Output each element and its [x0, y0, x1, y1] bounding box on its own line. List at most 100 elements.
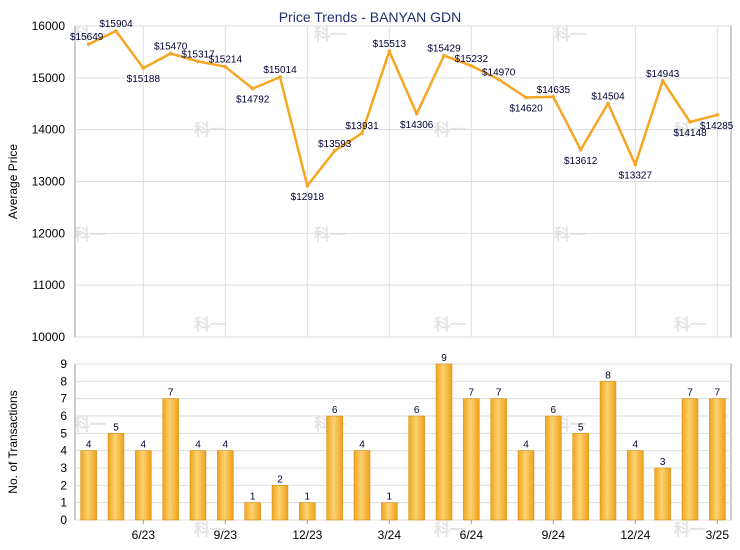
transaction-bar — [408, 415, 425, 521]
x-tick-label: 9/24 — [542, 528, 566, 542]
watermark: 科一 — [194, 520, 226, 539]
price-point — [688, 120, 692, 124]
watermark: 科一 — [74, 415, 106, 434]
transaction-bar — [654, 467, 671, 521]
price-point — [551, 94, 556, 99]
price-data-label: $15470 — [154, 41, 188, 52]
transaction-bar — [490, 398, 507, 521]
x-tick-label: 6/23 — [132, 528, 156, 542]
price-data-label: $13593 — [318, 139, 352, 150]
price-data-label: $12918 — [291, 192, 325, 203]
watermark: 科一 — [434, 520, 466, 539]
transactions-y-tick-label: 6 — [60, 409, 67, 423]
x-tick-label: 12/24 — [620, 528, 650, 542]
watermark: 科一 — [554, 225, 586, 244]
transaction-bar — [435, 363, 453, 521]
transaction-bar-label: 7 — [687, 388, 693, 399]
price-y-tick-label: 14000 — [32, 123, 66, 137]
price-point — [305, 183, 310, 188]
transaction-bar — [271, 485, 289, 521]
price-data-label: $15188 — [127, 74, 161, 85]
price-point — [496, 77, 501, 82]
watermark: 科一 — [314, 225, 346, 244]
x-tick-label: 6/24 — [460, 528, 484, 542]
price-point — [332, 148, 337, 153]
price-data-label: $15513 — [373, 39, 407, 50]
watermark: 科一 — [554, 25, 586, 44]
transaction-bar-label: 1 — [305, 492, 311, 503]
transaction-bar — [189, 450, 207, 521]
transaction-bar-label: 7 — [469, 388, 475, 399]
price-point — [414, 112, 419, 116]
watermark: 科一 — [434, 315, 466, 334]
x-tick-label: 9/23 — [214, 528, 238, 542]
price-data-label: $14504 — [591, 92, 625, 103]
price-data-label: $15429 — [427, 44, 461, 55]
price-y-axis-label: Average Price — [6, 144, 20, 219]
price-data-label: $14970 — [482, 67, 516, 78]
watermark: 科一 — [314, 25, 346, 44]
price-point — [141, 66, 146, 70]
transaction-bar — [353, 450, 371, 521]
transactions-y-tick-label: 5 — [60, 426, 67, 440]
transaction-bar-label: 4 — [359, 440, 365, 451]
price-panel: 10000 11000 12000 13000 14000 15000 16000 Avera… — [6, 19, 734, 344]
price-point — [578, 147, 583, 152]
transaction-bar — [709, 398, 726, 521]
price-y-tick-label: 15000 — [32, 71, 66, 85]
transaction-bar-label: 4 — [633, 440, 639, 451]
price-data-label: $14943 — [646, 69, 680, 80]
price-data-label: $14620 — [509, 104, 543, 115]
transaction-bar — [381, 502, 398, 521]
transaction-bar-label: 5 — [113, 422, 119, 433]
transaction-bar — [572, 433, 589, 521]
price-data-label: $14306 — [400, 120, 434, 131]
transaction-bar-label: 4 — [195, 440, 201, 451]
transactions-y-tick-label: 2 — [60, 478, 67, 492]
transaction-bar — [517, 450, 535, 521]
price-point — [278, 75, 282, 79]
transaction-bar-label: 7 — [715, 388, 721, 399]
price-data-label: $14635 — [537, 85, 571, 96]
transaction-bar — [135, 450, 152, 521]
transactions-y-axis-label: No. of Transactions — [6, 390, 20, 493]
transaction-bar-label: 9 — [441, 353, 447, 364]
price-y-tick-label: 10000 — [32, 330, 66, 344]
transactions-y-tick-label: 4 — [60, 444, 67, 458]
watermark: 科一 — [674, 315, 706, 334]
transaction-bar-label: 4 — [141, 440, 147, 451]
price-y-tick-label: 11000 — [33, 278, 66, 292]
transaction-bar — [681, 398, 699, 521]
price-point — [114, 29, 118, 33]
price-y-tick-label: 12000 — [32, 226, 66, 240]
price-data-label: $15649 — [70, 32, 104, 43]
price-point — [168, 51, 173, 56]
price-point — [660, 78, 665, 83]
price-y-tick-label: 16000 — [32, 19, 66, 33]
transaction-bar — [107, 433, 125, 521]
transaction-bar — [627, 450, 644, 521]
transaction-bar — [244, 502, 261, 521]
transactions-panel: 0 1 2 3 4 5 6 7 8 9 No. of Transactions 4 5 4 7 4 4 1 2 1 6 4… — [6, 353, 732, 542]
transaction-bar — [545, 415, 562, 521]
transaction-bar — [599, 381, 617, 521]
transaction-bar — [326, 415, 343, 521]
transaction-bar — [299, 502, 316, 521]
transactions-y-tick-label: 9 — [60, 357, 67, 371]
transaction-bar-label: 6 — [414, 405, 420, 416]
transactions-y-tick-label: 7 — [60, 392, 67, 406]
price-data-label: $13612 — [564, 156, 598, 167]
price-point — [442, 53, 446, 58]
transaction-bar-label: 7 — [168, 388, 174, 399]
x-tick-label: 12/23 — [292, 528, 322, 542]
transaction-bar-label: 4 — [223, 440, 229, 451]
x-tick-label: 3/24 — [378, 528, 402, 542]
price-point — [633, 162, 638, 167]
price-data-label: $15232 — [455, 54, 489, 65]
price-point — [86, 42, 91, 46]
price-data-label: $15214 — [209, 55, 243, 66]
transaction-bar — [463, 398, 480, 521]
transaction-bar-label: 4 — [523, 440, 529, 451]
price-data-label: $13327 — [619, 171, 653, 182]
